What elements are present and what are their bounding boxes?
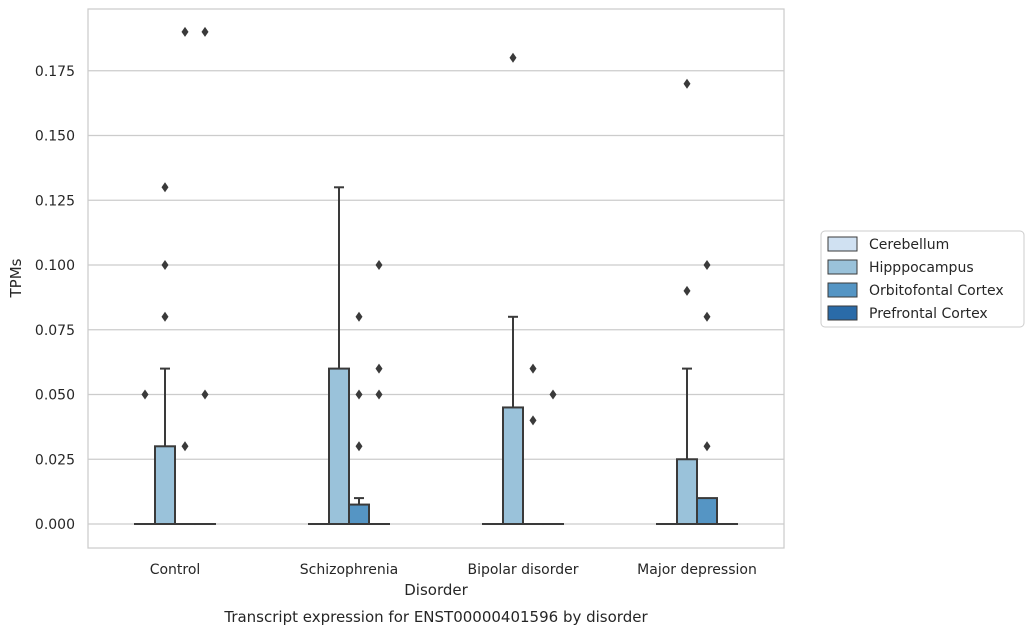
outlier-point <box>509 52 517 63</box>
x-tick-label: Bipolar disorder <box>467 562 578 578</box>
outlier-point <box>355 389 363 400</box>
box <box>154 445 176 525</box>
outlier-point <box>529 415 537 426</box>
y-axis-label: TPMs <box>7 258 25 298</box>
box-group <box>502 52 524 526</box>
x-tick-label: Schizophrenia <box>300 562 398 578</box>
box-group <box>194 26 216 526</box>
y-tick-label: 0.100 <box>35 258 75 274</box>
outlier-point <box>703 260 711 270</box>
box-group <box>676 78 698 525</box>
x-tick-labels: Control Schizophrenia Bipolar disorder Majo… <box>150 562 757 578</box>
box-group <box>522 363 544 526</box>
outlier-point <box>161 311 169 322</box>
outlier-point <box>161 182 169 193</box>
legend-frame <box>820 230 1025 328</box>
legend-swatch <box>827 305 858 321</box>
y-tick-label: 0.025 <box>35 452 75 468</box>
box-group <box>174 26 196 526</box>
box <box>676 458 698 525</box>
y-tick-label: 0.175 <box>35 64 75 80</box>
legend-swatch <box>827 282 858 298</box>
outlier-point <box>161 260 169 270</box>
box-group <box>542 389 564 526</box>
box-group <box>134 389 156 526</box>
box <box>328 367 350 525</box>
grid-layer <box>88 70 784 525</box>
box-group <box>348 311 370 526</box>
outlier-point <box>355 441 363 452</box>
outlier-point <box>375 260 383 270</box>
outlier-point <box>375 389 383 400</box>
outlier-point <box>703 441 711 452</box>
outlier-point <box>201 389 209 400</box>
x-axis-label: Disorder <box>404 581 468 599</box>
marks-layer <box>134 26 738 526</box>
legend-label: Orbitofontal Cortex <box>869 283 1004 299</box>
outlier-point <box>181 26 189 37</box>
legend: Cerebellum Hipppocampus Orbitofontal Corte… <box>820 230 1025 328</box>
box <box>502 406 524 526</box>
outlier-point <box>549 389 557 400</box>
y-tick-label: 0.125 <box>35 193 75 209</box>
legend-label: Prefrontal Cortex <box>869 306 988 322</box>
outlier-point <box>683 285 691 296</box>
y-tick-label: 0.050 <box>35 388 75 404</box>
outlier-point <box>703 311 711 322</box>
outlier-point <box>529 363 537 374</box>
y-tick-label: 0.075 <box>35 323 75 339</box>
box-group <box>368 260 390 526</box>
box <box>348 503 370 526</box>
y-tick-labels: 0.000 0.025 0.050 0.075 0.100 0.125 0.150 0.175 <box>35 64 75 533</box>
box-group <box>696 260 718 526</box>
outlier-point <box>141 389 149 400</box>
plot-frame <box>87 8 785 549</box>
outlier-point <box>375 363 383 374</box>
outlier-point <box>201 26 209 37</box>
box <box>696 497 718 526</box>
legend-label: Cerebellum <box>869 237 949 253</box>
y-tick-label: 0.150 <box>35 129 75 145</box>
legend-label: Hipppocampus <box>869 260 974 276</box>
x-tick-label: Major depression <box>637 562 757 578</box>
box-group <box>328 186 350 525</box>
outlier-point <box>683 78 691 89</box>
outlier-point <box>355 311 363 322</box>
legend-swatch <box>827 259 858 275</box>
legend-swatch <box>827 236 858 252</box>
chart-title: Transcript expression for ENST0000040159… <box>223 608 648 626</box>
box-group <box>154 182 176 525</box>
x-tick-label: Control <box>150 562 201 578</box>
y-tick-label: 0.000 <box>35 517 75 533</box>
outlier-point <box>181 441 189 452</box>
